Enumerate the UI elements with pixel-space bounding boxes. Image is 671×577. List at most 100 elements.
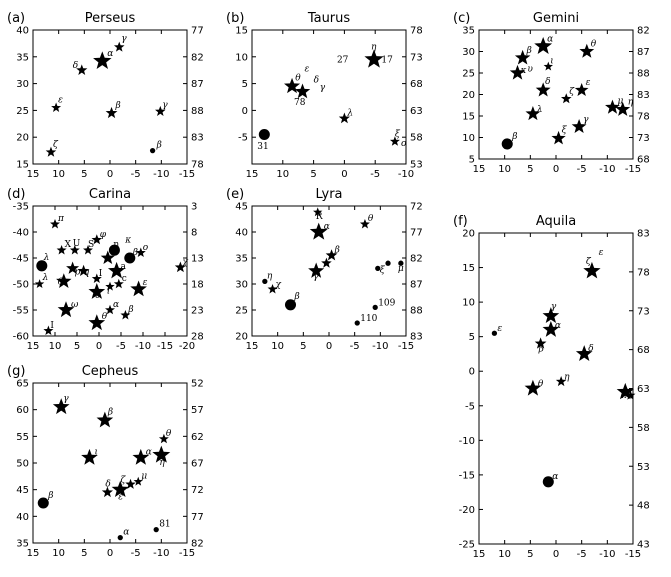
star-marker [525,106,541,121]
y2-tick-label: 88 [191,106,204,117]
star-label: δ [73,61,78,71]
x-tick-label: -15 [625,549,641,560]
panel-c: (c) Gemini 15 10 5 0 -5 -10 -15 5 10 15 20 25 30 35 68 73… [453,11,650,175]
star-label: β [334,245,340,255]
star-label: I [99,269,103,279]
x-tick-label: 15 [27,169,40,180]
x-tick-label: 10 [276,169,289,180]
y-tick-label: 20 [16,133,29,144]
y-tick-label: 45 [235,202,248,213]
star-marker [101,486,114,498]
star-label: β [511,132,517,142]
dot-marker [36,260,48,272]
panel-constellation-name: Aquila [536,214,576,229]
y2-tick-label: 13 [191,254,204,265]
panel-a: (a) Perseus 15 10 5 0 -5 -10 -15 15 20 25 30 35 40 78 83… [7,11,204,180]
star-label: δ [588,344,593,354]
y2-tick-label: 23 [191,306,204,317]
star-marker [534,337,547,349]
y2-tick-label: 68 [637,345,650,356]
star-label: α [113,300,119,310]
x-tick-label: 5 [81,169,87,180]
y2-tick-label: 83 [637,229,650,240]
y-tick-label: 5 [469,155,475,166]
panel-title: (g) [7,364,25,379]
x-tick-label: -5 [131,548,141,559]
y2-tick-label: 68 [637,155,650,166]
y-tick-label: 30 [462,47,475,58]
panel-title: (d) [7,187,25,202]
y2-tick-label: 18 [191,280,204,291]
panel-title: (a) [7,11,25,26]
panel-title: (c) [453,11,470,26]
y2-tick-label: 53 [410,160,423,171]
x-tick-label: 10 [52,548,65,559]
y-tick-label: 15 [462,263,475,274]
y-tick-label: -5 [238,133,248,144]
y2-tick-label: 83 [191,133,204,144]
star-label: q [84,268,90,278]
y-tick-label: 60 [16,405,29,416]
y2-tick-label: 88 [410,306,423,317]
star-marker [105,281,115,291]
y-tick-label: -35 [13,202,29,213]
star-marker [308,262,325,278]
star-label: γ [313,272,319,282]
y-tick-label: 30 [16,79,29,90]
y2-tick-label: 82 [637,26,650,37]
y2-tick-label: 72 [410,202,423,213]
dot-marker [372,304,378,311]
y2-tick-label: 78 [191,160,204,171]
star-marker [135,247,146,258]
star-label: θ [58,277,64,287]
star-label: λ [620,391,627,401]
star-label: λ [42,273,49,283]
star-marker [174,261,186,273]
y2-tick-label: 87 [410,280,423,291]
star-label: α [324,222,330,232]
dot-marker [153,527,159,533]
star-label: η [371,42,377,52]
star-label: a [121,262,127,272]
panel-title: (b) [226,11,244,26]
x-tick-label: 15 [473,549,486,560]
panel-title: (e) [226,187,244,202]
star-label: δ [545,77,550,87]
x-tick-label: 10 [498,549,511,560]
y2-tick-label: 88 [637,69,650,80]
y2-tick-label: 77 [410,228,423,239]
star-label: θ [591,40,597,50]
star-label: γ [583,115,589,125]
y-tick-label: 55 [16,432,29,443]
star-marker [66,261,80,274]
star-marker [555,376,567,387]
star-label: η [628,98,634,108]
star-label: 27 [337,55,349,65]
star-marker [284,77,301,94]
star-marker [571,118,587,134]
star-marker [43,325,54,336]
y2-tick-label: 87 [191,79,204,90]
x-tick-label: 0 [96,341,102,352]
panel-b: (b) Taurus 15 10 5 0 -5 -10 -5 0 5 10 15 53 58 63 68 73 78… [226,11,423,180]
star-label: n [113,240,119,250]
star-label: μ [398,264,404,274]
y-tick-label: 15 [16,160,29,171]
y2-tick-label: 87 [637,47,650,58]
star-marker [325,249,338,261]
star-marker [560,93,572,104]
star-marker [542,307,560,324]
star-marker [615,101,631,116]
star-marker [514,49,531,65]
plot-frame [251,29,407,165]
panel-f: (f) Aquila 15 10 5 0 -5 -10 -15 -25 -20 -15 -10 -5 0 5 1… [453,214,650,560]
star-label: φ [100,230,107,240]
y2-tick-label: 78 [637,112,650,123]
panel-constellation-name: Carina [89,187,131,202]
star-label: ι [550,57,554,67]
star-marker [111,480,129,498]
star-marker [152,445,171,463]
star-marker [535,82,551,97]
x-tick-label: -10 [599,164,615,175]
